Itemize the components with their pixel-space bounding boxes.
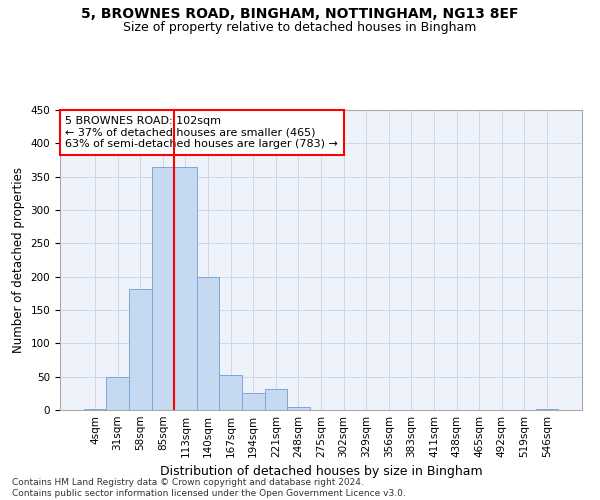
Bar (197, 278, 220, 410)
Bar (220, 374, 242, 410)
Text: 5, BROWNES ROAD, BINGHAM, NOTTINGHAM, NG13 8EF: 5, BROWNES ROAD, BINGHAM, NOTTINGHAM, NG… (81, 8, 519, 22)
X-axis label: Distribution of detached houses by size in Bingham: Distribution of detached houses by size … (160, 466, 482, 478)
Bar (287, 406, 310, 410)
Bar (242, 394, 265, 410)
Bar (536, 408, 558, 410)
Bar (129, 290, 152, 410)
Bar (174, 166, 197, 410)
Text: Size of property relative to detached houses in Bingham: Size of property relative to detached ho… (124, 21, 476, 34)
Bar (152, 166, 174, 410)
Y-axis label: Number of detached properties: Number of detached properties (12, 167, 25, 353)
Bar (84, 408, 106, 410)
Bar (265, 390, 287, 410)
Text: 5 BROWNES ROAD: 102sqm
← 37% of detached houses are smaller (465)
63% of semi-de: 5 BROWNES ROAD: 102sqm ← 37% of detached… (65, 116, 338, 149)
Bar (106, 378, 129, 410)
Text: Contains HM Land Registry data © Crown copyright and database right 2024.
Contai: Contains HM Land Registry data © Crown c… (12, 478, 406, 498)
